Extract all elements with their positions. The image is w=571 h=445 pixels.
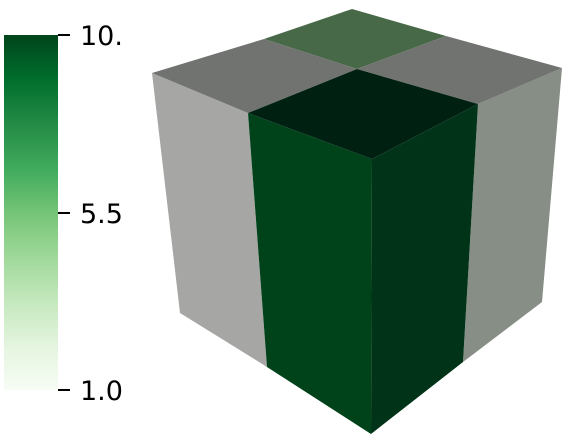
colorbar-tick-bottom <box>58 389 70 391</box>
colorbar-label-max: 10. <box>80 21 123 52</box>
colorbar-tick-top <box>58 34 70 36</box>
cube-top-left-face <box>152 39 357 113</box>
cube-top-front-face <box>248 69 478 159</box>
cube-front-right-face <box>371 104 478 434</box>
cube-top-back-face <box>264 9 446 69</box>
color-legend-bar <box>4 35 58 390</box>
colorbar-label-mid: 5.5 <box>80 199 123 230</box>
cube-front-left-face <box>248 113 372 434</box>
cube-top-right-face <box>357 36 562 104</box>
cube-right-face <box>463 68 562 362</box>
colorbar-label-min: 1.0 <box>80 376 123 407</box>
cube-left-face <box>152 73 267 367</box>
colorbar-tick-mid <box>58 212 70 214</box>
